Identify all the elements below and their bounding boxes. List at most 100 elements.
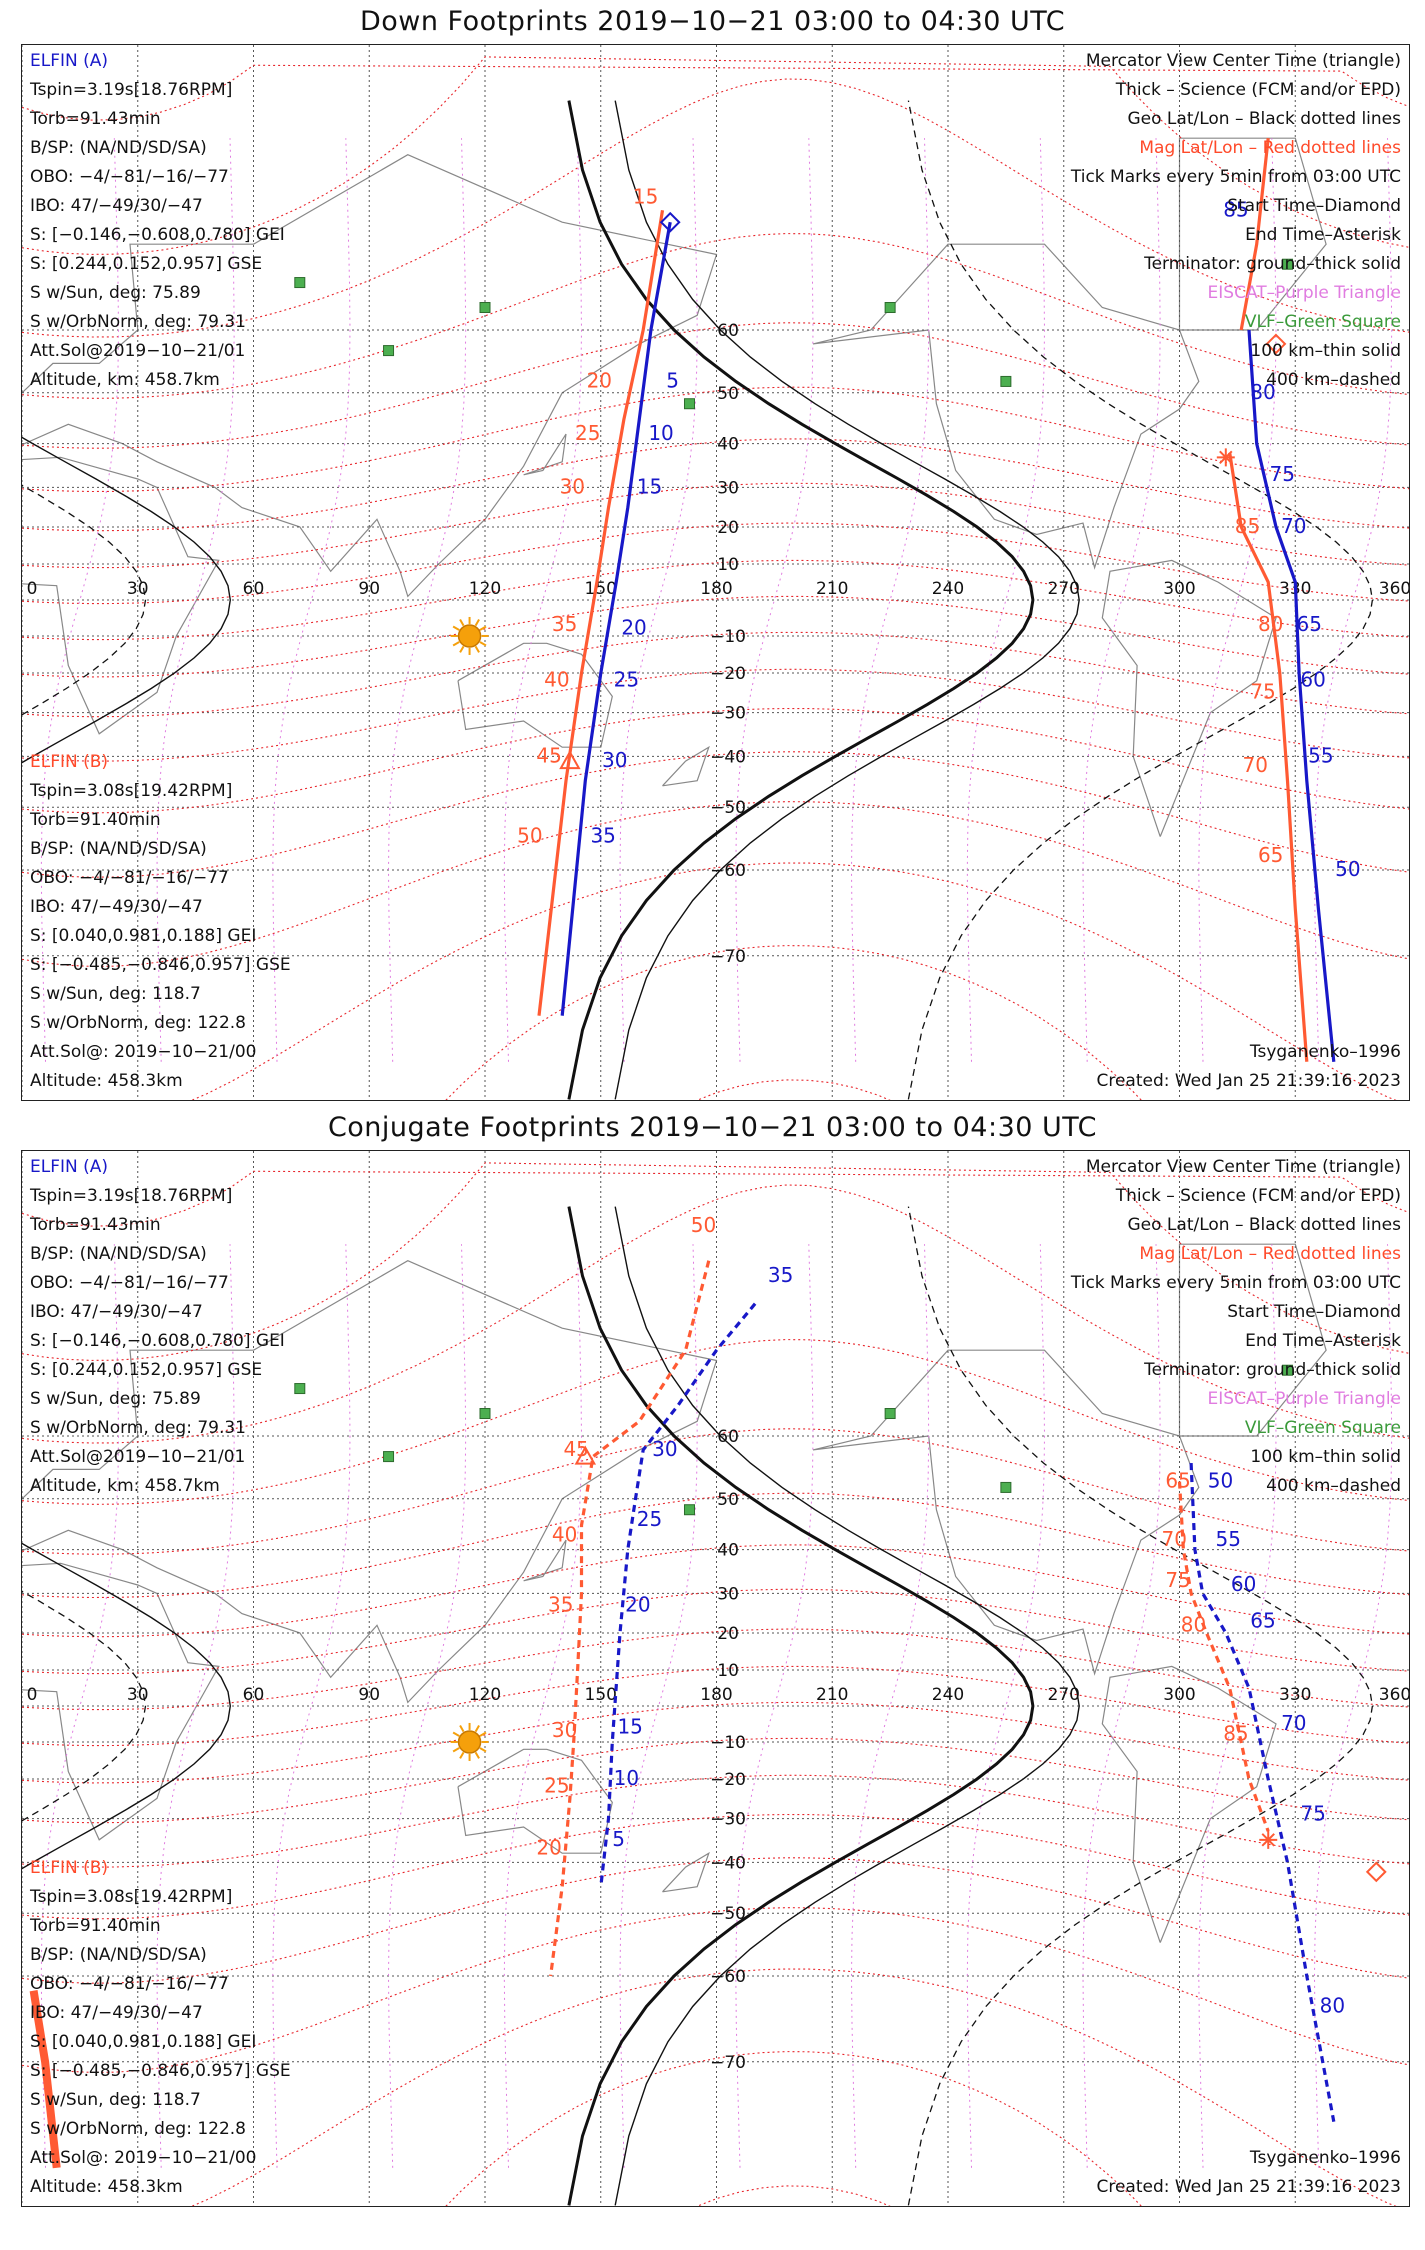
vlf-station-marker <box>1282 1364 1294 1376</box>
track-tick-label-a: 20 <box>625 1593 650 1617</box>
track-tick-label-a: 60 <box>1231 1572 1256 1596</box>
lat-tick-label: 20 <box>717 1624 739 1644</box>
mag-lat-line <box>22 322 1409 449</box>
legend-mag: Mag Lat/Lon – Red dotted lines <box>1139 1244 1401 1264</box>
land-outline <box>523 1539 567 1582</box>
terminator-100km <box>614 100 1080 1100</box>
land-outline <box>662 1851 710 1893</box>
lat-tick-label: 30 <box>717 1584 739 1604</box>
track-tick-label-a: 25 <box>614 668 639 692</box>
lat-tick-label: 40 <box>717 435 739 455</box>
vlf-station-marker <box>1000 375 1012 387</box>
track-tick-label-a: 80 <box>1320 1994 1345 2018</box>
s-sun-a: S w/Sun, deg: 75.89 <box>30 1389 201 1409</box>
legend-vlf: VLF–Green Square <box>1244 312 1401 332</box>
s-gse-b: S: [−0.485,−0.846,0.957] GSE <box>30 955 291 975</box>
lat-tick-label: −30 <box>710 1810 746 1830</box>
subsolar-sun-icon <box>457 1730 482 1754</box>
lon-tick-label: 60 <box>243 1685 265 1705</box>
land-outline <box>812 1349 1200 1676</box>
science-segment-b <box>29 1990 61 2169</box>
lat-tick-label: −10 <box>710 627 746 647</box>
lat-tick-label: 30 <box>717 478 739 498</box>
lon-tick-label: 30 <box>127 1685 149 1705</box>
s-sun-b: S w/Sun, deg: 118.7 <box>30 2090 201 2110</box>
sun-ray <box>479 641 487 647</box>
terminator-ground <box>567 1206 1035 2206</box>
vlf-station-marker <box>383 1451 395 1463</box>
track-tick-label-b: 75 <box>1250 679 1275 703</box>
created-label: Created: Wed Jan 25 21:39:16 2023 <box>1096 1071 1401 1091</box>
legend-100km: 100 km–thin solid <box>1250 341 1401 361</box>
center-triangle-b <box>574 1445 597 1465</box>
lat-tick-label: −10 <box>710 1733 746 1753</box>
bsp-b: B/SP: (NA/ND/SD/SA) <box>30 839 207 859</box>
sun-ray <box>479 1747 487 1753</box>
track-tick-label-b: 30 <box>552 1718 577 1742</box>
vlf-station-marker <box>294 277 306 289</box>
alt-b: Altitude: 458.3km <box>30 2177 183 2197</box>
lon-tick-label: 300 <box>1163 1685 1195 1705</box>
start-diamond-b <box>1265 333 1287 355</box>
track-tick-label-b: 75 <box>1165 1568 1190 1592</box>
lat-tick-label: 10 <box>717 1661 739 1681</box>
vlf-station-marker <box>683 398 695 410</box>
mag-lat-line <box>22 1774 1409 1868</box>
mag-lat-line <box>22 1162 1409 1361</box>
terminator-400km <box>907 1206 1374 2206</box>
bsp-a: B/SP: (NA/ND/SD/SA) <box>30 138 207 158</box>
lat-tick-label: −20 <box>710 664 746 684</box>
track-tick-label-a: 30 <box>652 1437 677 1461</box>
mag-lat-line <box>22 1737 1409 1824</box>
vlf-station-marker <box>383 345 395 357</box>
bsp-b: B/SP: (NA/ND/SD/SA) <box>30 1945 207 1965</box>
mag-lat-line <box>445 945 1142 1100</box>
land-outline <box>523 433 567 476</box>
mag-lat-line <box>22 1588 1409 1675</box>
track-tick-label-b: 80 <box>1181 1612 1206 1636</box>
terminator-100km-west <box>22 1542 232 1870</box>
lat-tick-label: 60 <box>717 1427 739 1447</box>
lon-tick-label: 210 <box>816 1685 848 1705</box>
legend-end: End Time–Asterisk <box>1245 225 1401 245</box>
legend-vlf: VLF–Green Square <box>1244 1418 1401 1438</box>
tspin-b: Tspin=3.08s[19.42RPM] <box>30 1887 233 1907</box>
track-tick-label-a: 70 <box>1281 514 1306 538</box>
land-outline <box>662 745 710 787</box>
mag-lat-line <box>22 482 1409 569</box>
lon-tick-label: 180 <box>700 579 732 599</box>
mag-lat-line <box>22 595 1409 678</box>
terminator-100km-west <box>22 436 232 764</box>
mag-lat-line <box>22 522 1409 605</box>
lat-tick-label: 60 <box>717 321 739 341</box>
att-a: Att.Sol@2019−10−21/01 <box>30 341 246 361</box>
lon-tick-label: 270 <box>1048 1685 1080 1705</box>
land-outline <box>22 1260 718 1704</box>
lat-tick-label: 20 <box>717 518 739 538</box>
att-b: Att.Sol@: 2019−10−21/00 <box>30 1042 257 1062</box>
track-tick-label-a: 75 <box>1270 462 1295 486</box>
lon-tick-label: 240 <box>932 579 964 599</box>
land-outline <box>1101 1665 1277 1943</box>
lon-tick-label: 150 <box>585 579 617 599</box>
lat-tick-label: 50 <box>717 384 739 404</box>
vlf-station-marker <box>479 1408 491 1420</box>
legend-start: Start Time–Diamond <box>1227 196 1401 216</box>
mag-lat-line <box>22 438 1409 532</box>
lon-tick-label: 0 <box>27 579 38 599</box>
torb-a: Torb=91.43min <box>30 1215 161 1235</box>
sun-ray <box>452 641 460 647</box>
lat-tick-label: 40 <box>717 1541 739 1561</box>
track-tick-label-a: 20 <box>621 616 646 640</box>
tspin-b: Tspin=3.08s[19.42RPM] <box>30 781 233 801</box>
conjugate-footprints-panel: Conjugate Footprints 2019−10−21 03:00 to… <box>0 1106 1425 2231</box>
created-label: Created: Wed Jan 25 21:39:16 2023 <box>1096 2177 1401 2197</box>
obo-a: OBO: −4/−81/−16/−77 <box>30 167 229 187</box>
s-gse-b: S: [−0.485,−0.846,0.957] GSE <box>30 2061 291 2081</box>
sun-ray <box>474 1725 480 1733</box>
bsp-a: B/SP: (NA/ND/SD/SA) <box>30 1244 207 1264</box>
lon-tick-label: 0 <box>27 1685 38 1705</box>
track-tick-label-a: 50 <box>1208 1469 1233 1493</box>
track-tick-label-b: 35 <box>548 1593 573 1617</box>
lat-tick-label: −70 <box>710 947 746 967</box>
